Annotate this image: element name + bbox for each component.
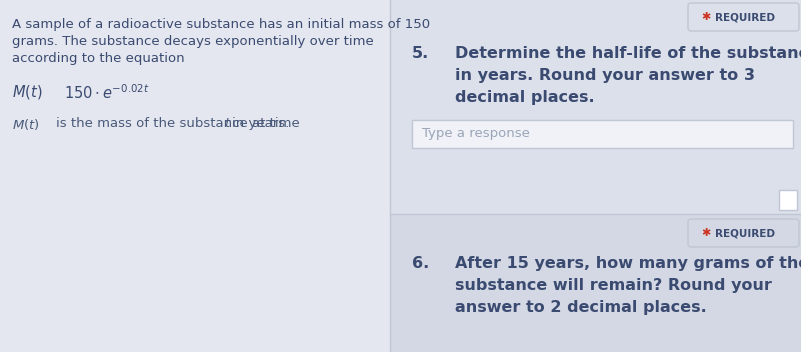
Text: in years.: in years. — [232, 117, 289, 130]
Bar — [0, 0, 390, 352]
Text: decimal places.: decimal places. — [455, 90, 594, 105]
Text: is the mass of the substance at time: is the mass of the substance at time — [56, 117, 300, 130]
Text: 5.: 5. — [412, 46, 429, 61]
Text: substance will remain? Round your: substance will remain? Round your — [455, 278, 772, 293]
Text: 6.: 6. — [412, 256, 429, 271]
Text: ✱: ✱ — [701, 228, 710, 238]
Bar — [412, 120, 793, 148]
Text: REQUIRED: REQUIRED — [715, 228, 775, 238]
Text: answer to 2 decimal places.: answer to 2 decimal places. — [455, 300, 706, 315]
Bar — [779, 190, 797, 210]
Bar — [390, 0, 801, 214]
Text: grams. The substance decays exponentially over time: grams. The substance decays exponentiall… — [12, 35, 374, 48]
Bar — [390, 214, 801, 352]
Text: $t$: $t$ — [224, 117, 231, 130]
FancyBboxPatch shape — [688, 219, 799, 247]
Text: $M(t)$: $M(t)$ — [12, 117, 40, 132]
Text: A sample of a radioactive substance has an initial mass of 150: A sample of a radioactive substance has … — [12, 18, 430, 31]
Text: $150 \cdot e^{-0.02t}$: $150 \cdot e^{-0.02t}$ — [64, 83, 150, 102]
Text: Determine the half-life of the substance: Determine the half-life of the substance — [455, 46, 801, 61]
Text: After 15 years, how many grams of the: After 15 years, how many grams of the — [455, 256, 801, 271]
FancyBboxPatch shape — [688, 3, 799, 31]
Text: ✱: ✱ — [701, 12, 710, 22]
Text: in years. Round your answer to 3: in years. Round your answer to 3 — [455, 68, 755, 83]
Text: according to the equation: according to the equation — [12, 52, 184, 65]
Text: Type a response: Type a response — [422, 127, 530, 140]
Text: $M(t)$: $M(t)$ — [12, 83, 42, 101]
Text: REQUIRED: REQUIRED — [715, 12, 775, 22]
